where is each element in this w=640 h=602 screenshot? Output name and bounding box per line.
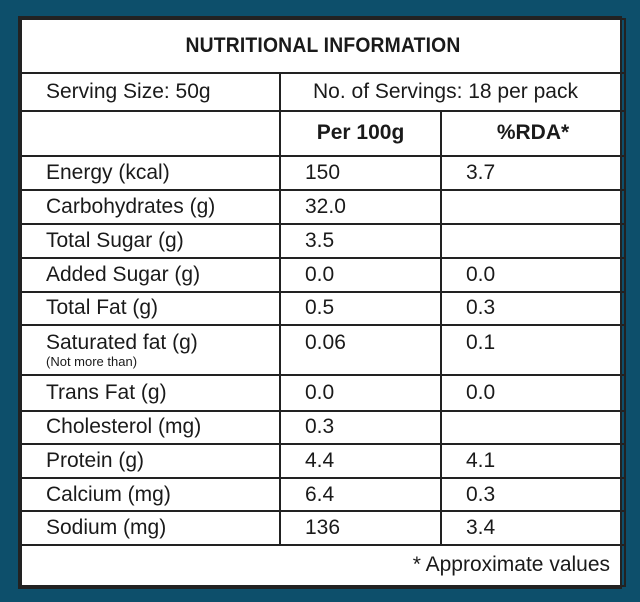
header-rda: %RDA* bbox=[439, 109, 627, 157]
per100-value: 0.0 bbox=[279, 256, 442, 293]
nutrient-label: Saturated fat (g) bbox=[46, 331, 198, 355]
table-row: Saturated fat (g) (Not more than) 0.06 0… bbox=[20, 324, 627, 377]
rda-value: 3.4 bbox=[439, 510, 627, 546]
table-row: Calcium (mg) 6.4 0.3 bbox=[20, 477, 627, 513]
nutrient-label: Total Sugar (g) bbox=[20, 223, 281, 259]
nutrient-label: Total Fat (g) bbox=[20, 290, 281, 327]
per100-value: 0.5 bbox=[279, 290, 442, 327]
header-per-100g: Per 100g bbox=[279, 109, 442, 157]
table-row: Cholesterol (mg) 0.3 bbox=[20, 409, 627, 445]
rda-value: 0.0 bbox=[439, 374, 627, 412]
per100-value: 150 bbox=[279, 154, 442, 192]
servings-per-pack: No. of Servings: 18 per pack bbox=[278, 72, 627, 112]
table-row: Total Sugar (g) 3.5 bbox=[20, 223, 627, 259]
nutrient-label: Trans Fat (g) bbox=[20, 374, 281, 412]
rda-value: 0.1 bbox=[439, 324, 627, 377]
nutrient-note: (Not more than) bbox=[46, 354, 138, 370]
nutrient-label: Calcium (mg) bbox=[20, 477, 281, 513]
nutrient-label: Sodium (mg) bbox=[20, 510, 281, 546]
table-row: Sodium (mg) 136 3.4 bbox=[20, 510, 627, 546]
rda-value bbox=[439, 409, 627, 445]
approximate-values-note: * Approximate values bbox=[19, 543, 627, 588]
per100-value: 0.06 bbox=[279, 324, 442, 377]
serving-row: Serving Size: 50g No. of Servings: 18 pe… bbox=[20, 72, 627, 112]
nutrient-label: Added Sugar (g) bbox=[20, 256, 281, 293]
rda-value bbox=[439, 223, 627, 259]
table-row: Trans Fat (g) 0.0 0.0 bbox=[20, 374, 627, 412]
rda-value: 0.0 bbox=[439, 256, 627, 293]
table-row: Added Sugar (g) 0.0 0.0 bbox=[20, 256, 627, 293]
table-row: Total Fat (g) 0.5 0.3 bbox=[20, 290, 627, 327]
per100-value: 0.3 bbox=[279, 409, 442, 445]
per100-value: 6.4 bbox=[279, 477, 442, 513]
rda-value: 4.1 bbox=[439, 442, 627, 480]
per100-value: 4.4 bbox=[279, 442, 442, 480]
per100-value: 32.0 bbox=[279, 189, 442, 226]
per100-value: 3.5 bbox=[279, 223, 442, 259]
rda-value: 0.3 bbox=[439, 290, 627, 327]
table-row: Energy (kcal) 150 3.7 bbox=[20, 154, 627, 192]
nutrient-label: Energy (kcal) bbox=[20, 154, 281, 192]
per100-value: 136 bbox=[279, 510, 442, 546]
nutrient-label: Protein (g) bbox=[20, 442, 281, 480]
table-row: Protein (g) 4.4 4.1 bbox=[20, 442, 627, 480]
nutrient-label: Cholesterol (mg) bbox=[20, 409, 281, 445]
table-row: Carbohydrates (g) 32.0 bbox=[20, 189, 627, 226]
nutrient-label: Carbohydrates (g) bbox=[20, 189, 281, 226]
nutrition-table: NUTRITIONAL INFORMATION Serving Size: 50… bbox=[19, 17, 627, 588]
nutrient-label-cell: Saturated fat (g) (Not more than) bbox=[20, 324, 281, 377]
rda-value: 0.3 bbox=[439, 477, 627, 513]
rda-value: 3.7 bbox=[439, 154, 627, 192]
serving-size: Serving Size: 50g bbox=[20, 72, 281, 112]
table-title: NUTRITIONAL INFORMATION bbox=[44, 17, 602, 75]
per100-value: 0.0 bbox=[279, 374, 442, 412]
footer-row: * Approximate values bbox=[19, 543, 627, 588]
header-blank bbox=[20, 109, 281, 157]
rda-value bbox=[439, 189, 627, 226]
header-row: Per 100g %RDA* bbox=[20, 109, 627, 157]
title-row: NUTRITIONAL INFORMATION bbox=[21, 17, 625, 75]
nutrition-panel: NUTRITIONAL INFORMATION Serving Size: 50… bbox=[18, 16, 627, 589]
